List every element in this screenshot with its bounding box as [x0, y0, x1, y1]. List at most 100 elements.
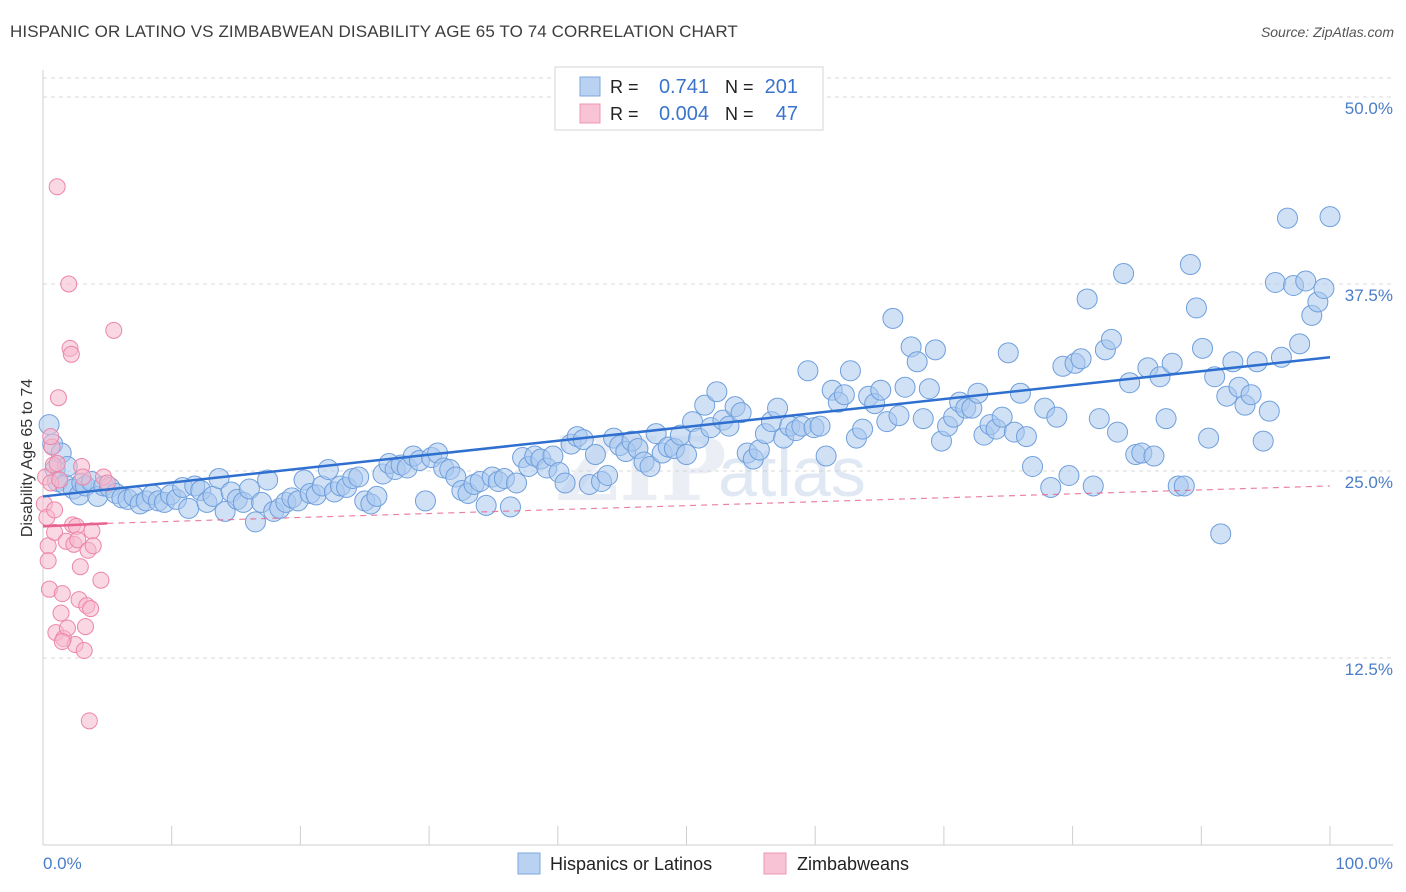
hispanic-point [706, 381, 728, 403]
hispanic-point [1240, 384, 1262, 406]
hispanic-point [839, 360, 861, 382]
zimbabwean-trend-extension [107, 485, 1331, 524]
zimbabwean-point [46, 523, 64, 541]
zimbabwean-points [35, 178, 123, 730]
hispanic-point [506, 472, 528, 494]
legend-n-value: 201 [765, 76, 798, 98]
y-tick-label: 12.5% [1345, 660, 1393, 679]
y-tick-label: 37.5% [1345, 286, 1393, 305]
zimbabwean-point [71, 558, 89, 576]
hispanic-point [694, 394, 716, 416]
hispanic-point [1210, 523, 1232, 545]
hispanic-point [1295, 270, 1317, 292]
legend-r-value: 0.004 [659, 103, 709, 125]
hispanic-point [730, 402, 752, 424]
hispanic-point [809, 415, 831, 437]
hispanic-point [257, 469, 279, 491]
zimbabwean-point [39, 552, 57, 570]
hispanic-trend-line [42, 356, 1331, 498]
zimbabwean-point [51, 471, 69, 489]
legend-swatch-hispanics [517, 852, 541, 875]
legend-swatch-pink [579, 103, 601, 124]
hispanic-point [178, 497, 200, 519]
grid-lines [43, 77, 1393, 659]
hispanic-point [676, 444, 697, 466]
hispanic-point [1258, 400, 1280, 422]
y-axis-label: Disability Age 65 to 74 [19, 379, 36, 537]
hispanic-point [1173, 475, 1195, 497]
hispanic-point [1070, 348, 1092, 370]
hispanic-point [815, 445, 837, 467]
hispanic-point [906, 351, 928, 373]
hispanic-point [348, 466, 370, 488]
legend-n-label: N = [725, 77, 754, 97]
hispanic-point [1107, 421, 1129, 443]
x-tick-label-min: 0.0% [43, 854, 82, 873]
hispanic-point [639, 456, 661, 478]
hispanic-point [797, 360, 819, 382]
hispanic-point [852, 418, 874, 440]
hispanic-point [1009, 382, 1031, 404]
hispanic-point [554, 472, 576, 494]
hispanic-point [1277, 207, 1299, 229]
hispanic-point [1040, 476, 1062, 498]
hispanic-point [888, 405, 910, 427]
chart-title: HISPANIC OR LATINO VS ZIMBABWEAN DISABIL… [10, 22, 738, 41]
zimbabwean-point [52, 604, 70, 622]
legend-swatch-zimbabweans [763, 852, 787, 875]
zimbabwean-point [42, 428, 60, 446]
zimbabwean-point [60, 275, 78, 293]
zimbabwean-point [98, 474, 116, 492]
x-tick-label-max: 100.0% [1335, 854, 1393, 873]
hispanic-point [1161, 352, 1183, 374]
legend-r-value: 0.741 [659, 76, 709, 98]
hispanic-point [918, 378, 940, 400]
hispanic-point [1015, 426, 1037, 448]
hispanic-point [1264, 272, 1286, 294]
hispanic-point [1246, 351, 1268, 373]
y-axis-tick-labels: 12.5% 25.0% 37.5% 50.0% [1345, 99, 1393, 679]
zimbabwean-point [105, 321, 123, 339]
hispanic-point [499, 496, 521, 518]
bottom-legend: Hispanics or Latinos Zimbabweans [517, 852, 909, 875]
hispanic-point [1046, 406, 1068, 428]
hispanic-point [597, 464, 619, 486]
zimbabwean-point [92, 571, 110, 589]
legend-label-hispanics: Hispanics or Latinos [550, 854, 712, 874]
hispanic-point [1143, 445, 1165, 467]
hispanic-point [1198, 427, 1220, 449]
hispanic-point [1058, 464, 1080, 486]
legend-r-label: R = [610, 77, 639, 97]
legend-r-label: R = [610, 104, 639, 124]
hispanic-point [1313, 277, 1335, 299]
hispanic-point [924, 339, 946, 361]
hispanic-point [1289, 333, 1311, 355]
trend-lines [42, 356, 1331, 528]
legend-swatch-blue [579, 76, 601, 97]
hispanic-point [967, 382, 989, 404]
hispanic-point [317, 459, 339, 481]
hispanic-point [1192, 337, 1214, 359]
zimbabwean-point [84, 537, 102, 555]
hispanic-point [833, 384, 855, 406]
hispanic-point [1113, 263, 1135, 285]
hispanic-point [991, 406, 1013, 428]
zimbabwean-point [62, 345, 80, 363]
legend-box: R = 0.741 N = 201 R = 0.004 N = 47 [554, 66, 824, 131]
zimbabwean-point [69, 531, 87, 549]
hispanic-point [894, 376, 916, 398]
hispanic-point [882, 307, 904, 329]
hispanic-point [1119, 372, 1141, 394]
x-axis-ticks [171, 826, 1331, 845]
zimbabwean-point [53, 585, 71, 603]
hispanic-points [38, 206, 1341, 545]
watermark-atlas: atlas [718, 433, 866, 511]
hispanic-point [1082, 475, 1104, 497]
hispanic-point [366, 485, 388, 507]
hispanic-point [1204, 366, 1226, 388]
hispanic-point [1185, 297, 1207, 319]
hispanic-point [1088, 408, 1110, 430]
hispanic-point [1319, 206, 1341, 228]
zimbabwean-trend-line [42, 522, 108, 528]
